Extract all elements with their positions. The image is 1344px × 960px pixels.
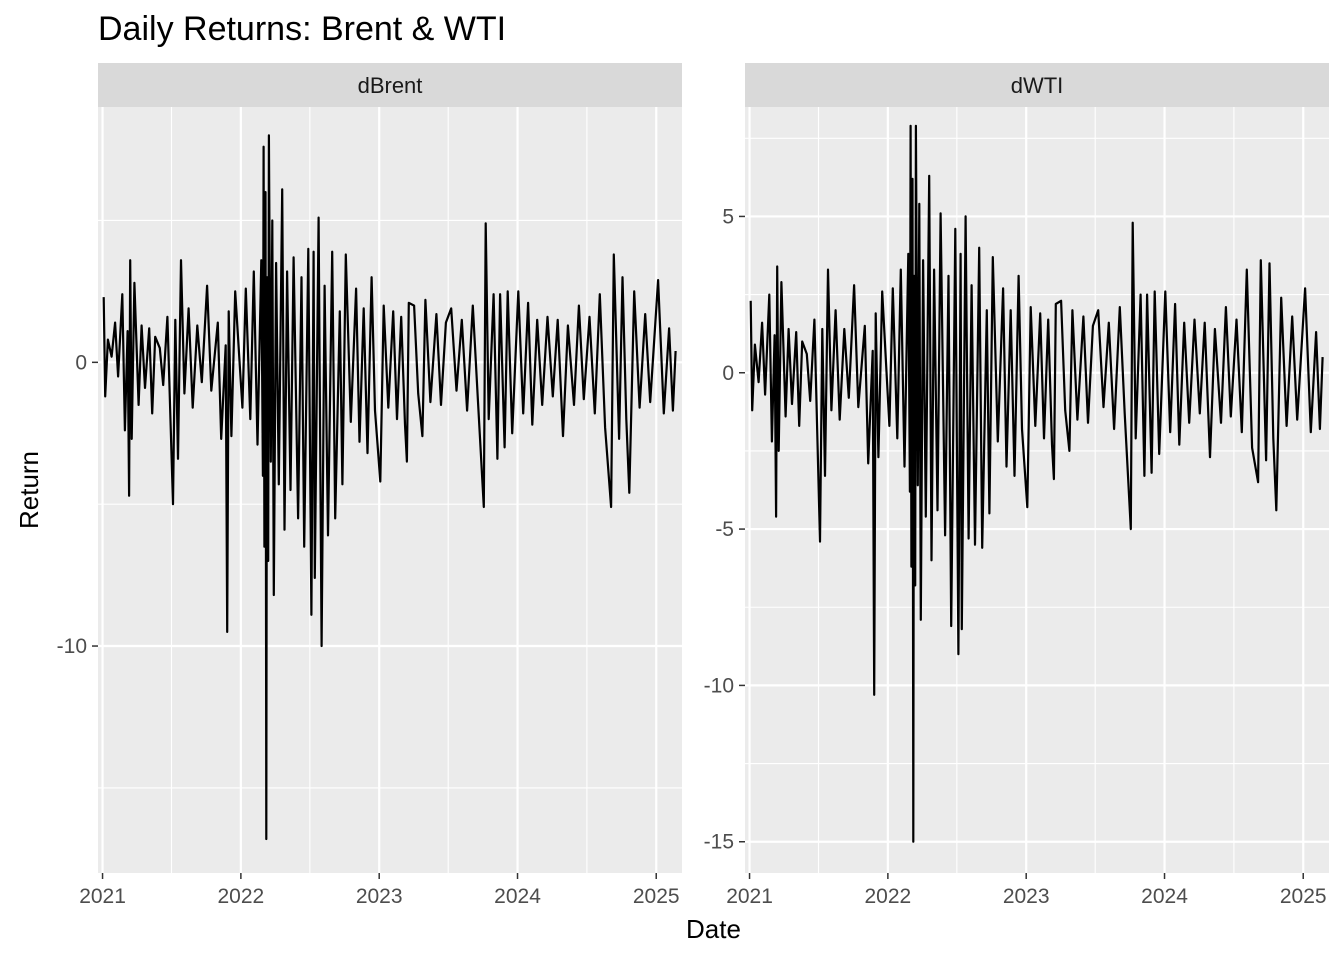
panel-background — [98, 107, 682, 873]
panel-background — [745, 107, 1329, 873]
facet-panel-dWTI: dWTI 5 0 -5 -10 -15 2021 2022 2023 2024 2025 — [704, 63, 1329, 908]
y-tick-label: 5 — [722, 205, 734, 228]
y-tick-label: -10 — [57, 635, 87, 658]
chart-title: Daily Returns: Brent & WTI — [98, 10, 506, 48]
x-axis-title: Date — [686, 914, 741, 944]
x-tick-label: 2024 — [494, 885, 541, 908]
x-tick-label: 2025 — [633, 885, 680, 908]
x-tick-label: 2022 — [218, 885, 265, 908]
x-tick-label: 2025 — [1280, 885, 1327, 908]
y-tick-label: -15 — [704, 831, 734, 854]
y-tick-label: -10 — [704, 674, 734, 697]
y-axis-title: Return — [14, 451, 44, 529]
facet-panel-dBrent: dBrent 0 -10 2021 2022 2023 2024 2025 — [57, 63, 682, 908]
x-tick-label: 2023 — [356, 885, 403, 908]
x-tick-label: 2021 — [726, 885, 773, 908]
y-tick-label: -5 — [715, 518, 734, 541]
series-line-dBrent — [102, 134, 677, 841]
x-tick-label: 2021 — [79, 885, 126, 908]
x-tick-label: 2022 — [865, 885, 912, 908]
facet-strip — [745, 63, 1329, 107]
series-line-dWTI — [749, 124, 1324, 843]
y-tick-label: 0 — [75, 351, 87, 374]
facet-panels: dBrent 0 -10 2021 2022 2023 2024 2025 dWTI 5 0 -5 -1… — [57, 63, 1329, 908]
x-tick-label: 2024 — [1141, 885, 1188, 908]
facet-strip-label: dWTI — [1011, 73, 1064, 98]
x-tick-label: 2023 — [1003, 885, 1050, 908]
facet-strip — [98, 63, 682, 107]
facet-strip-label: dBrent — [358, 73, 423, 98]
y-tick-label: 0 — [722, 362, 734, 385]
